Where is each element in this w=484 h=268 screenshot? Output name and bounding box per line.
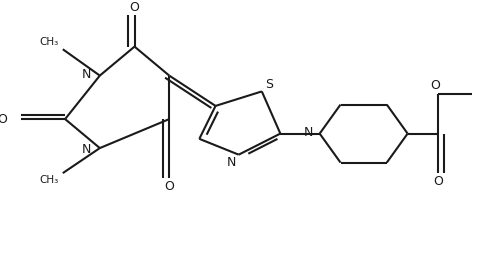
Text: O: O bbox=[430, 79, 440, 92]
Text: CH₃: CH₃ bbox=[39, 37, 58, 47]
Text: S: S bbox=[265, 77, 273, 91]
Text: N: N bbox=[82, 143, 91, 156]
Text: O: O bbox=[164, 180, 174, 193]
Text: N: N bbox=[82, 68, 91, 81]
Text: N: N bbox=[303, 126, 313, 139]
Text: CH₃: CH₃ bbox=[39, 175, 58, 185]
Text: O: O bbox=[433, 175, 443, 188]
Text: N: N bbox=[227, 155, 236, 169]
Text: O: O bbox=[0, 113, 7, 126]
Text: O: O bbox=[130, 1, 139, 14]
